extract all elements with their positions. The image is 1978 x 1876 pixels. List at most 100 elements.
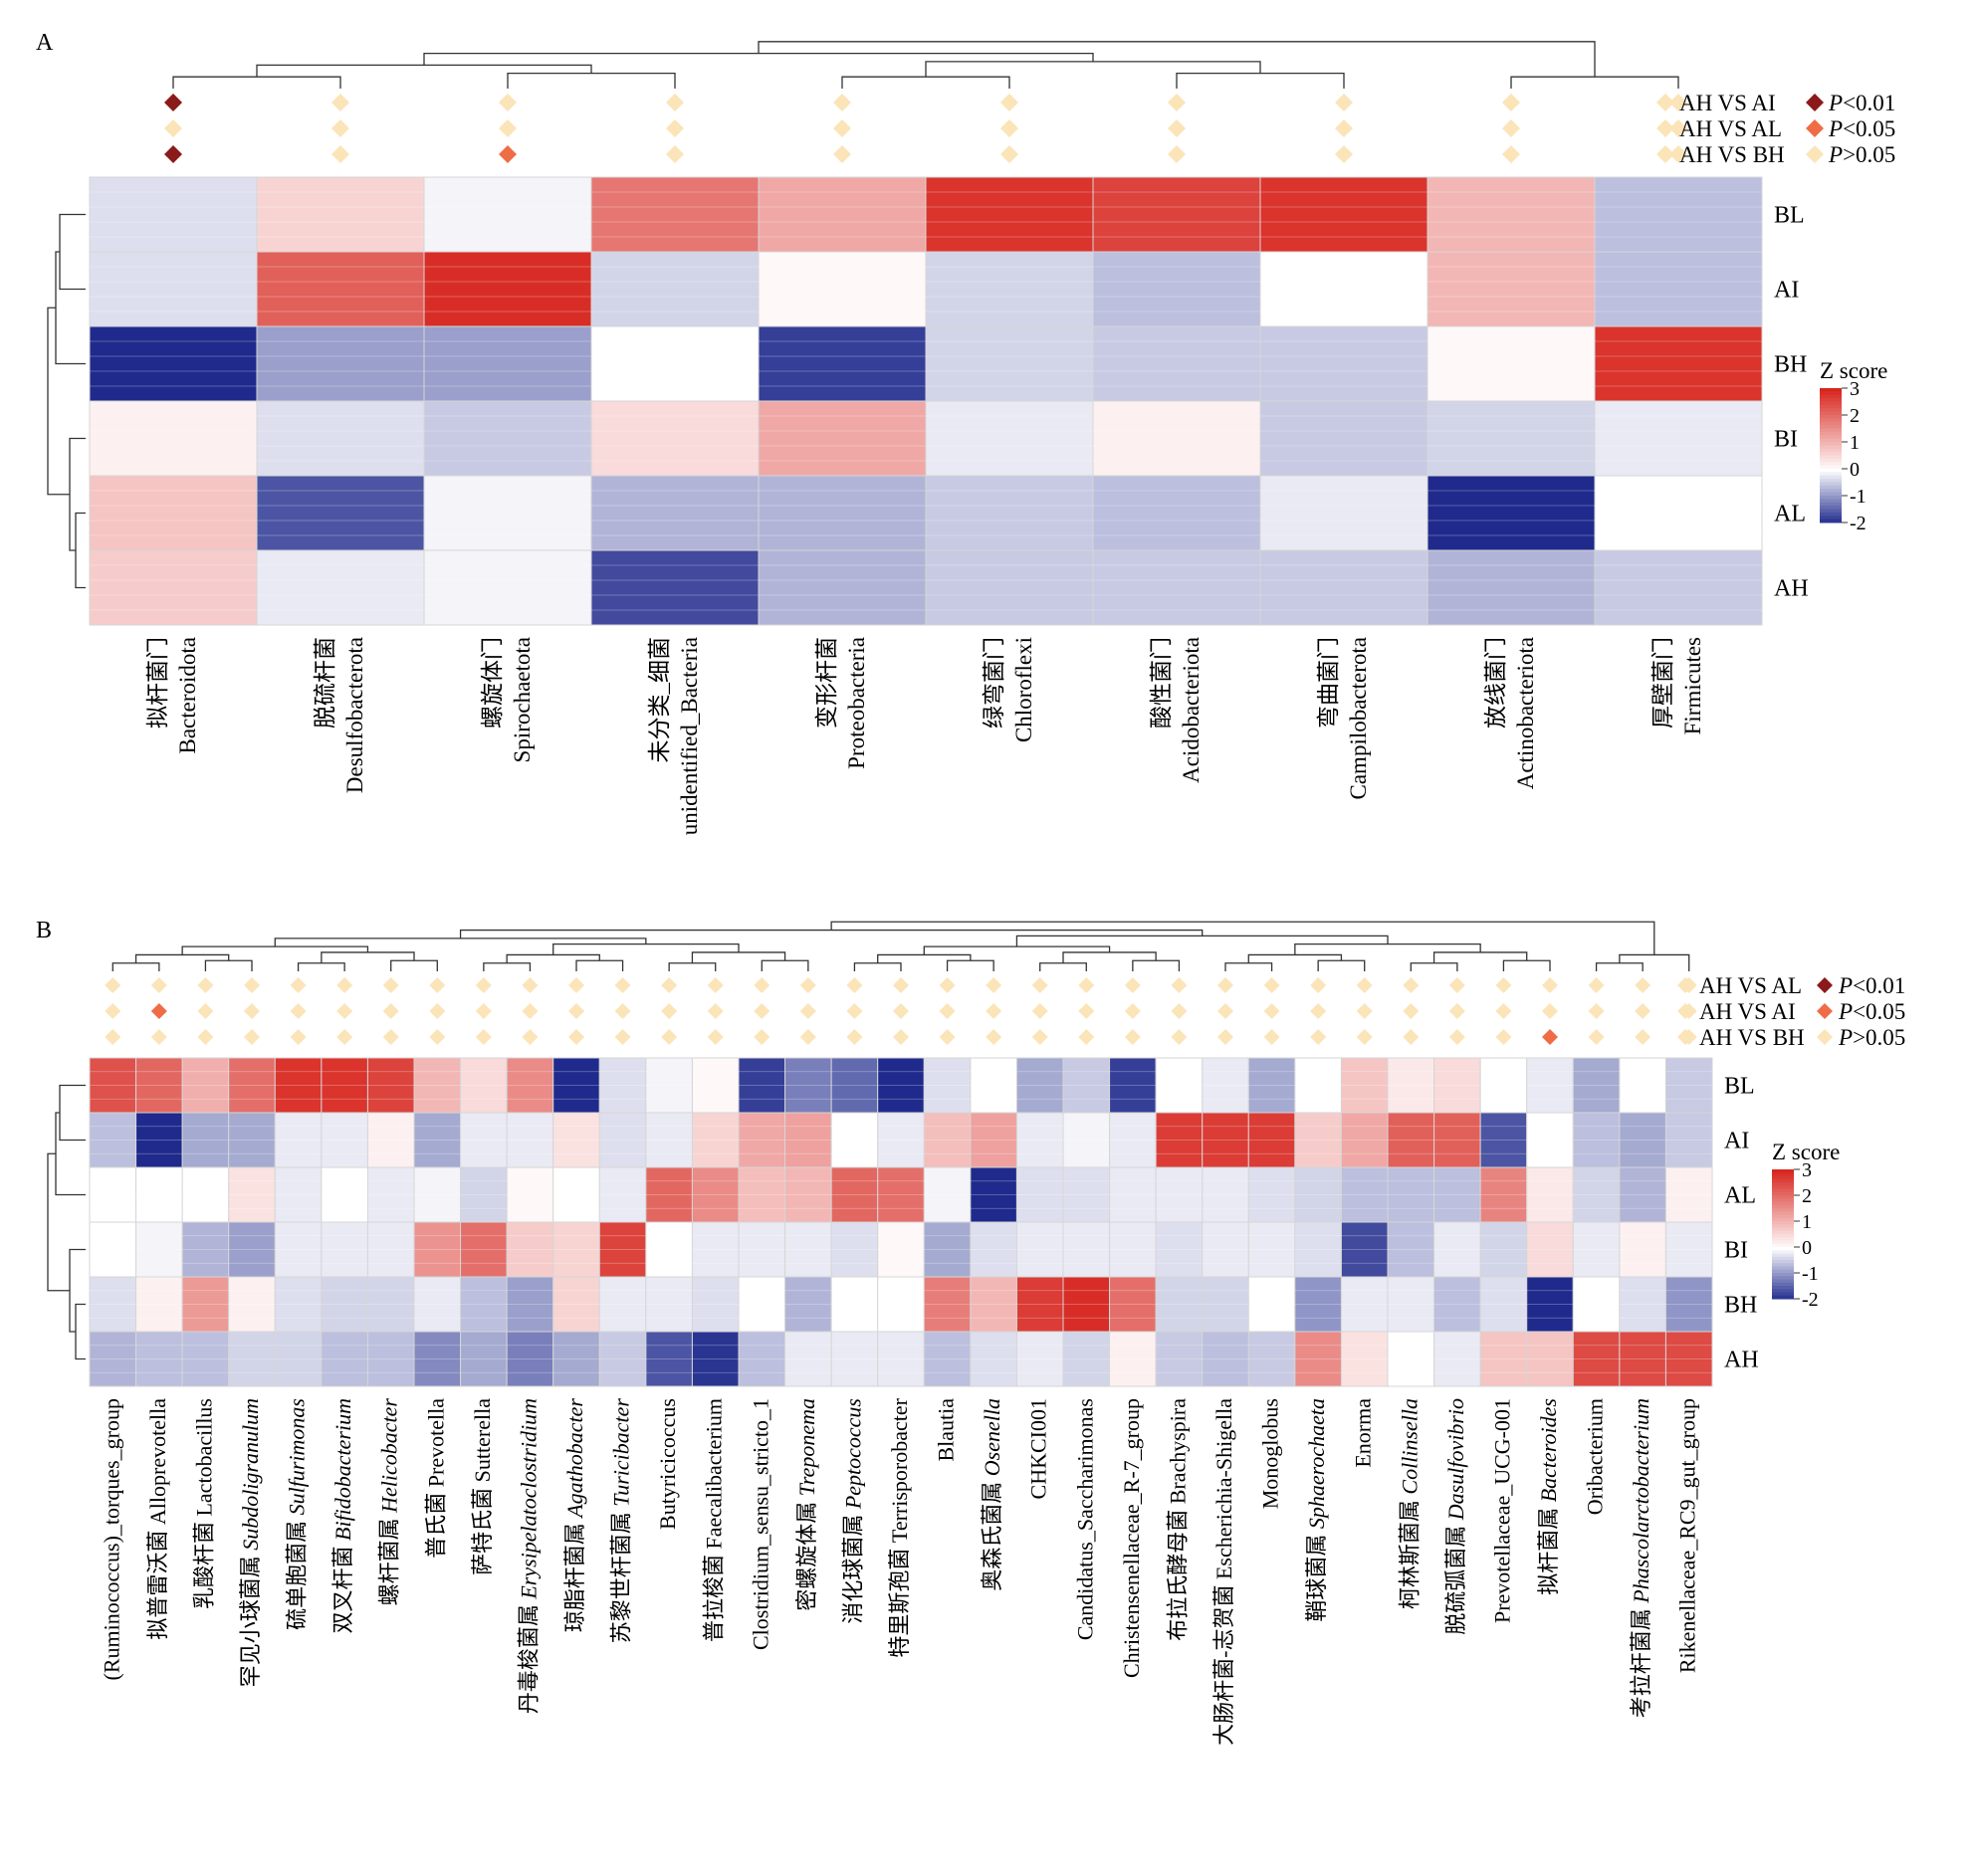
heatmap-cell <box>1109 1057 1157 1114</box>
heatmap-cell <box>1427 325 1596 402</box>
heatmap-cell <box>1479 1276 1528 1333</box>
heatmap-cell <box>1109 1221 1157 1278</box>
significance-marker <box>290 1003 307 1019</box>
dendrogram-branch <box>1062 951 1157 963</box>
dendrogram-branch <box>59 1084 86 1142</box>
row-label: AL <box>1724 1183 1756 1209</box>
dendrogram-branch <box>691 951 786 963</box>
panel-letter-b: B <box>36 918 53 943</box>
significance-marker <box>754 1029 770 1045</box>
significance-marker <box>1356 977 1373 993</box>
heatmap-cell <box>1259 475 1429 551</box>
column-label-en: Bacteroidota <box>175 637 200 754</box>
significance-marker <box>1448 1029 1465 1045</box>
significance-marker <box>666 94 684 111</box>
heatmap-cell <box>1247 1331 1296 1387</box>
significance-marker <box>1217 1003 1233 1019</box>
zscore-swatch <box>1772 1172 1794 1176</box>
heatmap-cell <box>758 251 927 327</box>
comparison-label: AH VS BH <box>1699 1025 1805 1050</box>
significance-marker <box>1171 977 1188 993</box>
heatmap-cell <box>1594 400 1763 477</box>
significance-marker <box>475 977 492 993</box>
zscore-swatch <box>1820 472 1842 477</box>
significance-marker <box>707 1003 724 1019</box>
legend-marker <box>1656 145 1674 163</box>
significance-marker <box>1403 1029 1420 1045</box>
significance-marker <box>105 1003 121 1019</box>
significance-marker <box>1031 977 1048 993</box>
zscore-swatch <box>1772 1195 1794 1199</box>
heatmap-cell <box>413 1331 462 1387</box>
significance-marker <box>1124 977 1141 993</box>
dendrogram-branch <box>1410 962 1458 971</box>
heatmap-cell <box>460 1112 508 1168</box>
dendrogram-branch <box>830 921 1655 955</box>
heatmap-cell <box>1427 176 1596 253</box>
significance-marker <box>1448 1003 1465 1019</box>
panel-letter-a: A <box>36 30 54 56</box>
dendrogram-branch <box>552 943 740 955</box>
significance-marker <box>1031 1029 1048 1045</box>
significance-marker <box>197 1003 214 1019</box>
significance-marker <box>290 1029 307 1045</box>
heatmap-cell <box>590 176 760 253</box>
significance-marker <box>799 977 816 993</box>
column-label-en: Chloroflexi <box>1011 637 1036 742</box>
dendrogram-branch <box>204 959 253 971</box>
significance-marker <box>1310 1003 1327 1019</box>
row-label: BI <box>1774 427 1798 453</box>
heatmap-panel-a: BL AI BH BI AL AH AH VS AI P<0.01 AH VS AL P<0.05… <box>47 41 1895 835</box>
heatmap-cell <box>1619 1166 1666 1223</box>
significance-marker <box>833 145 851 163</box>
zscore-swatch <box>1820 482 1842 487</box>
heatmap-cell <box>506 1276 554 1333</box>
heatmap-cell <box>1594 176 1763 253</box>
significance-marker <box>164 94 182 111</box>
significance-marker <box>1588 977 1605 993</box>
heatmap-cell <box>89 251 258 327</box>
significance-marker <box>799 1029 816 1045</box>
zscore-swatch <box>1772 1289 1794 1293</box>
heatmap-cell <box>89 325 258 402</box>
significance-marker <box>614 1003 631 1019</box>
heatmap-cell <box>925 325 1094 402</box>
heatmap-cell <box>181 1331 230 1387</box>
heatmap-cell <box>506 1221 554 1278</box>
zscore-swatch <box>1820 506 1842 510</box>
p-legend-label: P<0.01 <box>1838 973 1905 998</box>
heatmap-cell <box>552 1331 600 1387</box>
zscore-swatch <box>1820 492 1842 497</box>
significance-marker <box>666 145 684 163</box>
heatmap-cell <box>1294 1221 1342 1278</box>
p-legend-label: P>0.05 <box>1838 1025 1905 1050</box>
heatmap-cell <box>1092 549 1261 626</box>
column-label: Butyricicoccus <box>655 1398 680 1530</box>
column-label: Clostridium_sensu_stricto_1 <box>748 1398 772 1650</box>
heatmap-cell <box>784 1331 832 1387</box>
zscore-swatch <box>1772 1250 1794 1254</box>
dendrogram-branch <box>172 76 341 89</box>
heatmap-cell <box>1092 251 1261 327</box>
heatmap-cell <box>1526 1112 1574 1168</box>
heatmap-cell <box>1479 1057 1528 1114</box>
significance-marker <box>1310 1029 1327 1045</box>
heatmap-cell <box>1387 1112 1435 1168</box>
significance-marker <box>1335 145 1353 163</box>
dendrogram-branch <box>47 307 70 496</box>
heatmap-cell <box>1340 1166 1389 1223</box>
p-legend-marker <box>1817 1003 1833 1019</box>
heatmap-cell <box>506 1166 554 1223</box>
column-label-en: Firmicutes <box>1680 637 1705 734</box>
zscore-swatch <box>1820 428 1842 433</box>
row-label: AH <box>1774 576 1809 602</box>
zscore-title: Z score <box>1820 358 1887 383</box>
heatmap-cell <box>89 549 258 626</box>
significance-marker <box>707 1029 724 1045</box>
significance-marker <box>1217 977 1233 993</box>
heatmap-cell <box>1015 1276 1064 1333</box>
heatmap-cell <box>970 1166 1017 1223</box>
significance-marker <box>522 1003 539 1019</box>
